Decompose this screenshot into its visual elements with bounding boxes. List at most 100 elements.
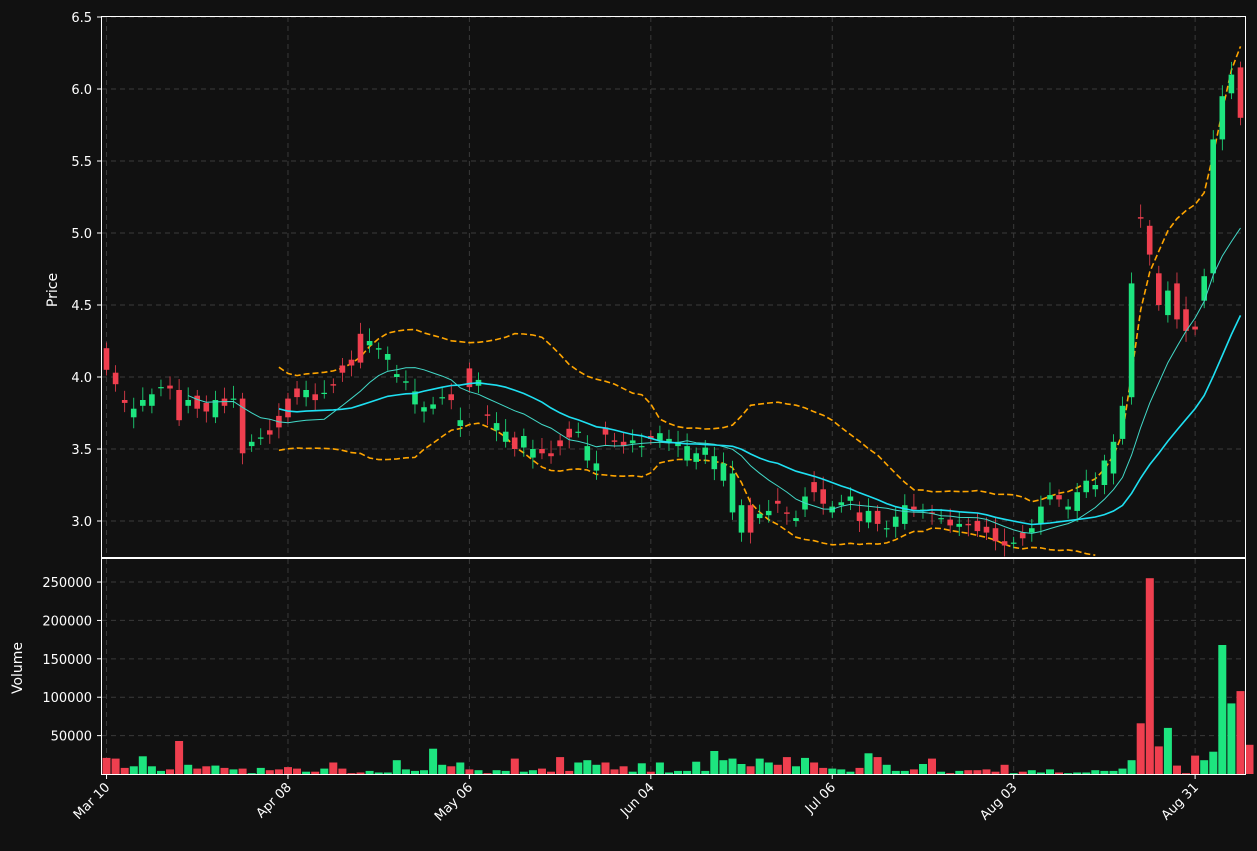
- candle-body: [1083, 480, 1089, 493]
- candle-body: [294, 388, 300, 398]
- candle: [466, 362, 473, 393]
- candle: [911, 493, 917, 517]
- candle-body: [394, 374, 400, 377]
- candle-body: [1029, 528, 1035, 533]
- candle: [321, 380, 327, 399]
- candle-body: [784, 512, 790, 514]
- volume-bar: [528, 770, 537, 774]
- candle: [412, 378, 418, 414]
- volume-bar: [646, 771, 655, 774]
- volume-bar: [102, 757, 111, 774]
- candle-body: [684, 446, 690, 461]
- candle-body: [330, 384, 337, 386]
- candle-body: [267, 430, 273, 435]
- candle: [938, 508, 944, 524]
- candle: [566, 421, 572, 449]
- candle-body: [1038, 506, 1044, 524]
- candle-body: [185, 400, 191, 406]
- volume-bar: [674, 770, 682, 774]
- candle: [620, 432, 627, 454]
- candle: [140, 387, 146, 412]
- volume-bar: [737, 764, 746, 774]
- candle-body: [1110, 441, 1117, 474]
- volume-bar: [1191, 755, 1200, 774]
- candle-body: [257, 437, 264, 439]
- candle: [1119, 396, 1126, 445]
- volume-bar: [193, 768, 202, 774]
- volume-bar: [501, 770, 510, 774]
- volume-bar: [356, 772, 365, 774]
- candle: [285, 392, 291, 424]
- candle: [103, 342, 110, 376]
- volume-bar: [846, 771, 855, 774]
- candle: [1174, 272, 1180, 329]
- candle-body: [348, 359, 355, 366]
- candle-body: [584, 446, 591, 461]
- candle-body: [1146, 225, 1153, 255]
- candle-body: [1010, 542, 1017, 544]
- candle-body: [666, 438, 672, 442]
- candle-body: [1092, 485, 1099, 490]
- candle-body: [384, 354, 391, 360]
- candle-body: [121, 400, 128, 403]
- candle-body: [1210, 139, 1216, 274]
- volume-bar: [265, 770, 274, 774]
- candle-body: [339, 365, 346, 373]
- volume-bar: [392, 760, 401, 774]
- candle: [267, 419, 273, 444]
- candle-body: [865, 510, 872, 523]
- candle-body: [602, 427, 609, 435]
- candle-body: [149, 394, 155, 406]
- candle: [847, 487, 854, 511]
- candle-body: [883, 528, 890, 530]
- volume-bar: [592, 764, 601, 774]
- candle: [1183, 296, 1189, 342]
- volume-bar: [755, 758, 764, 774]
- volume-tick-label: 200000: [42, 614, 92, 629]
- candle-body: [511, 437, 518, 449]
- candle-body: [1001, 541, 1008, 546]
- volume-bar: [492, 770, 501, 774]
- volume-bar: [238, 768, 247, 774]
- candle-body: [521, 436, 527, 448]
- candle-body: [140, 400, 146, 406]
- volume-bar: [1200, 760, 1209, 774]
- candle: [947, 508, 953, 533]
- candle-body: [194, 395, 200, 409]
- volume-bar: [447, 766, 456, 774]
- volume-bar: [510, 758, 519, 774]
- candle: [348, 350, 355, 377]
- candle-body: [756, 513, 763, 519]
- candle: [557, 434, 563, 456]
- volume-bar: [973, 770, 982, 774]
- volume-bar: [946, 773, 955, 774]
- candle-body: [611, 440, 618, 442]
- candle-body: [856, 512, 863, 521]
- candle: [820, 476, 826, 515]
- candle-body: [1019, 532, 1026, 539]
- candle-body: [1128, 283, 1135, 398]
- moving-averages: [188, 227, 1242, 534]
- candle: [221, 387, 228, 414]
- candle-body: [1201, 276, 1207, 301]
- volume-bar: [574, 762, 583, 774]
- candle-body: [421, 407, 427, 412]
- volume-bar: [320, 768, 329, 774]
- candle: [1047, 482, 1053, 506]
- candle: [493, 412, 500, 442]
- volume-bar: [1236, 691, 1245, 774]
- candle-body: [285, 398, 291, 418]
- volume-bar: [692, 761, 701, 774]
- candle-body: [820, 489, 826, 504]
- candle: [784, 506, 790, 525]
- candle: [548, 440, 554, 464]
- volume-bar: [338, 768, 347, 774]
- candle-body: [902, 505, 908, 524]
- candle-body: [711, 456, 718, 470]
- candle: [666, 429, 672, 452]
- volume-bar: [828, 768, 837, 774]
- candle: [1065, 499, 1071, 519]
- volume-bar: [538, 768, 546, 774]
- candle: [838, 494, 845, 513]
